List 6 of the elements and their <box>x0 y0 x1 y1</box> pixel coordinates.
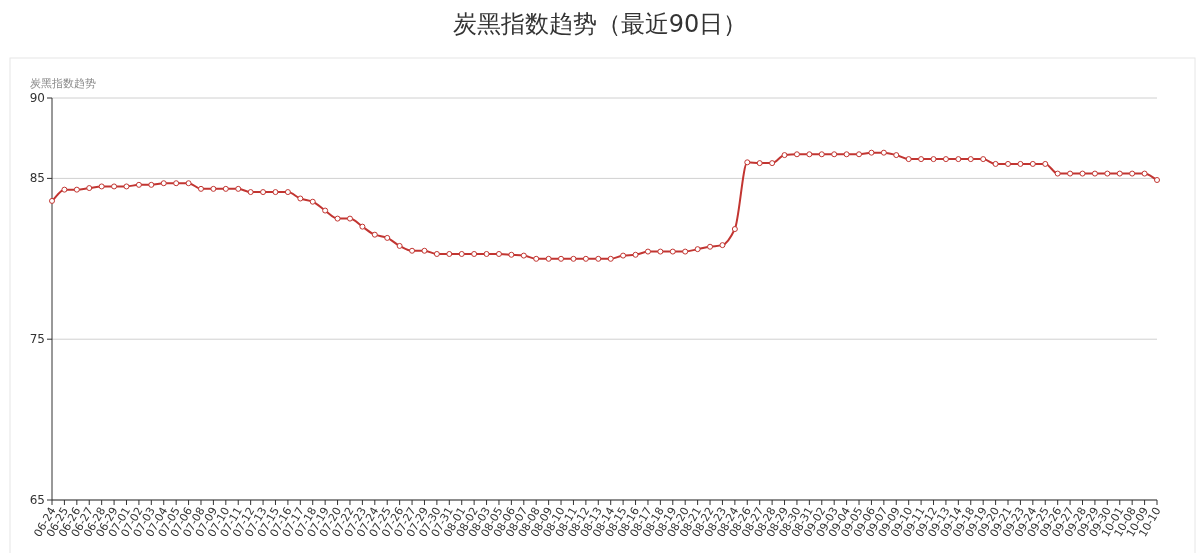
y-tick-label: 75 <box>29 332 45 347</box>
y-tick-label: 90 <box>29 91 45 105</box>
y-tick-label: 85 <box>29 171 45 186</box>
y-axis-title: 炭黑指数趋势 <box>30 77 96 90</box>
y-tick-label: 65 <box>29 493 45 507</box>
chart-title: 炭黑指数趋势（最近90日） <box>452 10 748 38</box>
